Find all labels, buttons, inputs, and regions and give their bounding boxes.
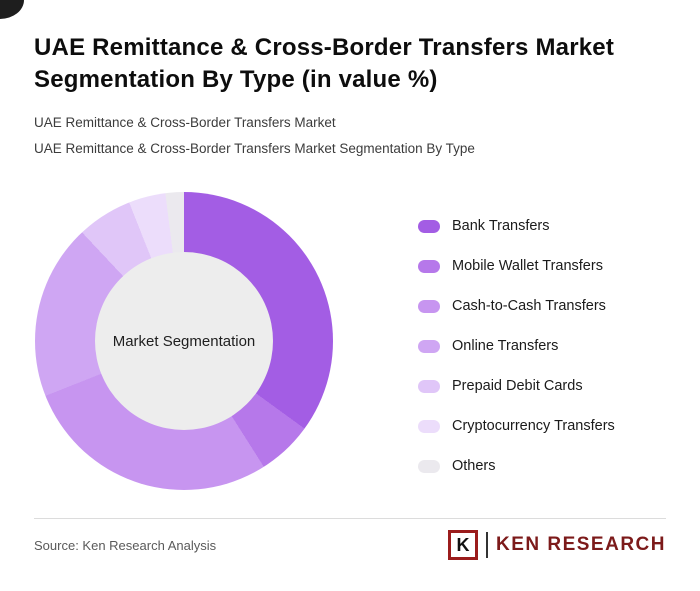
ken-research-logo: K KEN RESEARCH bbox=[447, 530, 666, 560]
legend-item: Cash-to-Cash Transfers bbox=[418, 298, 615, 314]
logo-k-mark: K bbox=[447, 530, 478, 560]
legend-swatch bbox=[418, 459, 440, 473]
donut-center-label: Market Segmentation bbox=[112, 332, 256, 350]
legend-swatch bbox=[418, 339, 440, 353]
legend-swatch bbox=[418, 219, 440, 233]
header: UAE Remittance & Cross-Border Transfers … bbox=[0, 0, 700, 158]
legend-label: Others bbox=[452, 458, 496, 475]
legend-swatch bbox=[418, 259, 440, 273]
footer: Source: Ken Research Analysis K KEN RESE… bbox=[34, 530, 666, 560]
donut-center: Market Segmentation bbox=[95, 252, 273, 431]
legend-label: Cash-to-Cash Transfers bbox=[452, 298, 606, 315]
legend-item: Bank Transfers bbox=[418, 218, 615, 234]
legend-label: Mobile Wallet Transfers bbox=[452, 258, 603, 275]
legend-swatch bbox=[418, 379, 440, 393]
logo-separator bbox=[485, 532, 488, 558]
legend: Bank Transfers Mobile Wallet Transfers Cas… bbox=[418, 218, 615, 474]
legend-item: Others bbox=[418, 458, 615, 474]
legend-item: Prepaid Debit Cards bbox=[418, 378, 615, 394]
legend-label: Bank Transfers bbox=[452, 218, 550, 235]
donut-chart: Market Segmentation bbox=[35, 192, 333, 491]
legend-item: Cryptocurrency Transfers bbox=[418, 418, 615, 434]
legend-item: Mobile Wallet Transfers bbox=[418, 258, 615, 274]
logo-text: KEN RESEARCH bbox=[495, 534, 666, 555]
footer-divider bbox=[34, 518, 666, 519]
chart-section: Market Segmentation Bank Transfers Mobile… bbox=[0, 164, 700, 491]
legend-label: Online Transfers bbox=[452, 338, 559, 355]
legend-label: Cryptocurrency Transfers bbox=[452, 418, 615, 435]
subtitle-line-1: UAE Remittance & Cross-Border Transfers … bbox=[34, 115, 336, 131]
page-title: UAE Remittance & Cross-Border Transfers … bbox=[34, 34, 615, 93]
legend-label: Prepaid Debit Cards bbox=[452, 378, 583, 395]
subtitle-line-2: UAE Remittance & Cross-Border Transfers … bbox=[34, 140, 475, 156]
legend-swatch bbox=[418, 419, 440, 433]
legend-swatch bbox=[418, 299, 440, 313]
legend-item: Online Transfers bbox=[418, 338, 615, 354]
source-text: Source: Ken Research Analysis bbox=[34, 537, 217, 553]
